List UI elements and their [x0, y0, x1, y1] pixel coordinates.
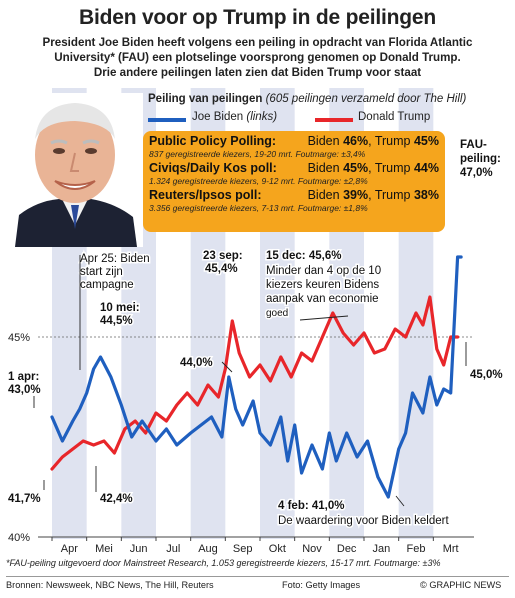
poll-result: Biden 45%, Trump 44% [307, 161, 439, 175]
annot-fau-value: 47,0% [460, 167, 493, 179]
biden-portrait-icon [7, 93, 143, 247]
gridlines [38, 336, 474, 538]
poll-result: Biden 46%, Trump 45% [307, 134, 439, 148]
poll-name: Civiqs/Daily Kos poll: [149, 161, 277, 175]
subtitle-line-1: President Joe Biden heeft volgens een pe… [42, 36, 473, 49]
annot-trump-aug-leader [221, 361, 233, 373]
x-tick-label: Jan [372, 543, 390, 555]
annot-apr25-line2: start zijn [80, 266, 123, 278]
annot-fau-line2: peiling: [460, 153, 501, 165]
footer-credit: © GRAPHIC NEWS [420, 580, 502, 590]
x-tick-label: Feb [407, 543, 426, 555]
footer-photo-credit: Foto: Getty Images [282, 580, 361, 590]
x-tick-label: Jul [166, 543, 180, 555]
legend-biden-note: (links) [246, 111, 278, 123]
poll-results-box: Public Policy Polling: Biden 46%, Trump … [143, 131, 445, 232]
annot-dec15-line3: aanpak van economie [266, 293, 379, 305]
subtitle-line-3: Drie andere peilingen laten zien dat Bid… [93, 66, 422, 79]
footer-divider [6, 576, 509, 577]
x-tick-label: Aug [198, 543, 218, 555]
poll-reuters: Reuters/Ipsos poll: Biden 39%, Trump 38%… [149, 188, 439, 214]
annot-feb4-text: De waardering voor Biden keldert [278, 515, 449, 527]
annot-dec15-leader [299, 315, 349, 321]
series-line-trump [50, 295, 460, 471]
x-tick-label: Jun [130, 543, 148, 555]
y-tick-label: 40% [8, 532, 30, 544]
x-tick-label: Mrt [443, 543, 459, 555]
annot-apr1-value: 43,0% [8, 384, 41, 396]
legend-biden: Joe Biden (links) [192, 111, 277, 123]
poll-detail: 837 geregistreerde kiezers, 19-20 mrt. F… [149, 149, 366, 159]
poll-name: Public Policy Polling: [149, 134, 277, 148]
annot-may10-date: 10 mei: [100, 302, 140, 314]
annot-apr25-line1: Apr 25: Biden [80, 253, 150, 265]
page-subtitle: President Joe Biden heeft volgens een pe… [4, 35, 511, 80]
annot-dec15-date: 15 dec: 45,6% [266, 250, 341, 262]
legend-title: Peiling van peilingen (605 peilingen ver… [148, 93, 466, 105]
legend-trump-swatch [315, 118, 353, 122]
poll-civiqs: Civiqs/Daily Kos poll: Biden 45%, Trump … [149, 161, 439, 187]
x-tick-label: Apr [61, 543, 78, 555]
annot-trump-start: 41,7% [8, 493, 41, 505]
annot-may10-value: 44,5% [100, 315, 133, 327]
annot-dec15-line4: goed [266, 308, 288, 319]
series-lines [50, 255, 463, 499]
series-line-biden [50, 255, 463, 499]
x-tick-label: Sep [233, 543, 253, 555]
y-tick-labels: 45% 40% [8, 332, 30, 544]
page-title: Biden voor op Trump in de peilingen [78, 6, 436, 29]
annot-sep23-date: 23 sep: [203, 250, 243, 262]
legend-biden-swatch [148, 118, 186, 122]
annot-dec15-line2: kiezers keuren Bidens [266, 279, 379, 291]
subtitle-line-2: University* (FAU) een plotselinge voorsp… [54, 51, 461, 64]
legend-title-main: Peiling van peilingen [148, 93, 263, 105]
annot-feb4-leader [395, 495, 405, 507]
annot-feb4-date: 4 feb: 41,0% [278, 500, 344, 512]
x-tick-label: Nov [302, 543, 322, 555]
annot-fau-line1: FAU- [460, 139, 487, 151]
poll-name: Reuters/Ipsos poll: [149, 188, 262, 202]
footnote-fau: *FAU-peiling uitgevoerd door Mainstreet … [6, 558, 441, 568]
annot-end-trump: 45,0% [470, 369, 503, 381]
legend-biden-label: Joe Biden [192, 111, 244, 123]
poll-result: Biden 39%, Trump 38% [307, 188, 439, 202]
poll-detail: 1.324 geregistreerde kiezers, 9-12 mrt. … [149, 176, 368, 186]
annot-trump-may: 42,4% [100, 493, 133, 505]
annot-apr1-date: 1 apr: [8, 371, 39, 383]
footer-sources: Bronnen: Newsweek, NBC News, The Hill, R… [6, 580, 214, 590]
legend-title-source: (605 peilingen verzameld door The Hill) [265, 93, 467, 105]
x-tick-label: Dec [337, 543, 357, 555]
poll-detail: 3.356 geregistreerde kiezers, 7-13 mrt. … [149, 203, 368, 213]
y-tick-label: 45% [8, 332, 30, 344]
annot-dec15-line1: Minder dan 4 op de 10 [266, 265, 381, 277]
legend-trump: Donald Trump [358, 111, 431, 123]
annot-sep23-value: 45,4% [205, 263, 238, 275]
annot-trump-aug: 44,0% [180, 357, 213, 369]
poll-ppp: Public Policy Polling: Biden 46%, Trump … [149, 134, 439, 160]
x-tick-labels: Apr Mei Jun Jul Aug Sep Okt Nov Dec Jan Feb Mrt [51, 537, 459, 555]
x-tick-label: Mei [95, 543, 113, 555]
annot-apr25-line3: campagne [80, 279, 134, 291]
x-tick-label: Okt [269, 543, 286, 555]
biden-photo [7, 93, 143, 247]
